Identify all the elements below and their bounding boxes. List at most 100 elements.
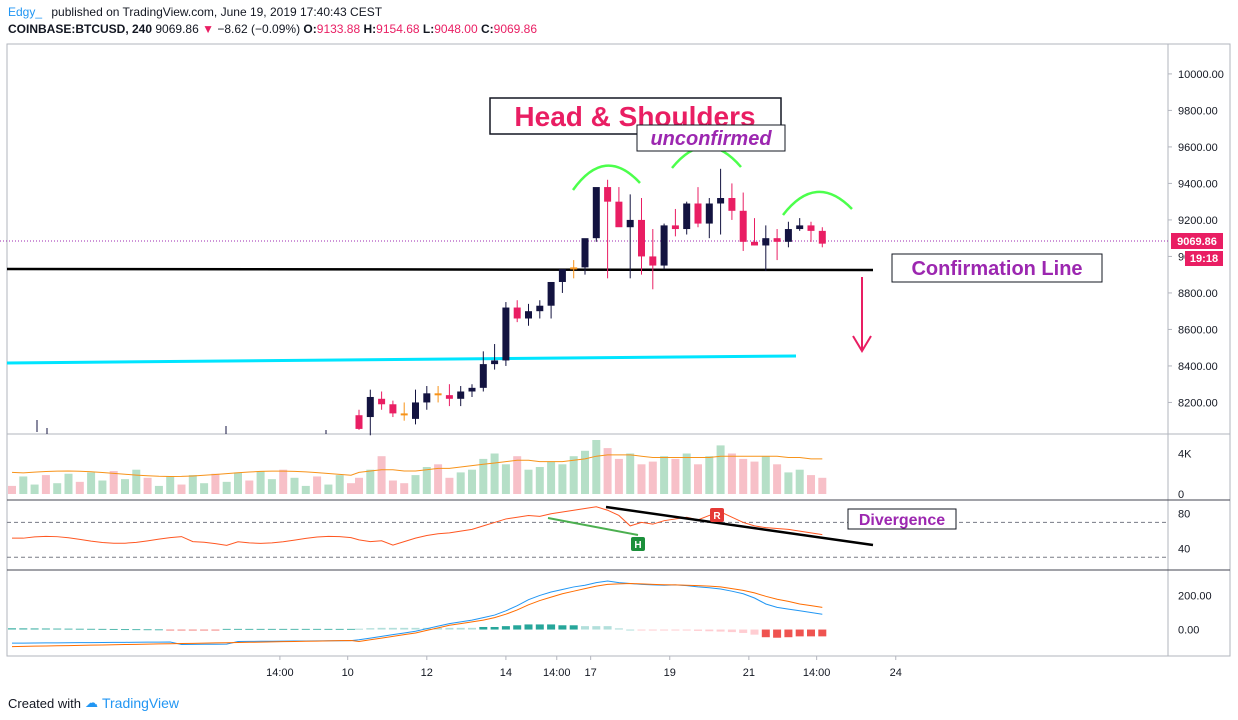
volume-bar xyxy=(648,461,657,494)
volume-bar xyxy=(301,485,310,494)
macd-hist-bar xyxy=(761,629,770,638)
volume-bar xyxy=(795,469,804,494)
macd-hist-bar xyxy=(19,628,28,630)
candle-body xyxy=(389,404,397,414)
subtitle-text: unconfirmed xyxy=(650,128,772,150)
candle-body xyxy=(378,398,386,405)
volume-bar xyxy=(637,464,646,494)
timer-tag-text: 19:18 xyxy=(1190,253,1218,265)
macd-hist-bar xyxy=(279,628,288,630)
confirmation-neckline[interactable] xyxy=(6,267,874,272)
macd-hist-bar xyxy=(234,628,242,630)
macd-hist-bar xyxy=(109,628,118,630)
macd-hist-bar xyxy=(535,624,544,630)
volume-bar xyxy=(222,481,231,494)
macd-pane: 200.00 0.00 xyxy=(8,580,1212,648)
volume-bar xyxy=(177,484,186,494)
candle-body xyxy=(457,391,465,399)
macd-signal-line xyxy=(11,583,823,648)
candle-body xyxy=(796,225,804,230)
rsi-hidden-div-line xyxy=(547,517,639,536)
title-box[interactable] xyxy=(489,97,782,135)
last-price-tag xyxy=(1171,233,1223,249)
macd-hist-bar xyxy=(490,626,499,630)
volume-bar xyxy=(121,479,129,494)
volume-bar xyxy=(211,473,220,494)
subtitle-box[interactable] xyxy=(636,124,786,152)
support-line[interactable] xyxy=(6,354,797,365)
volume-bar xyxy=(750,461,759,494)
volume-bar xyxy=(335,475,344,494)
macd-hist-bar xyxy=(290,628,299,630)
macd-hist-bar xyxy=(716,629,725,632)
macd-hist-bar xyxy=(501,626,510,630)
author-link[interactable]: Edgy_ xyxy=(8,5,43,19)
high-value: 9154.68 xyxy=(376,22,420,36)
volume-bar xyxy=(569,456,578,494)
price-tick-label: 9200.00 xyxy=(1178,215,1218,227)
macd-hist-bar xyxy=(8,628,16,630)
volume-bar xyxy=(245,480,254,494)
volume-bar xyxy=(400,483,409,494)
volume-bar xyxy=(716,445,725,494)
volume-pane: 4K 0 xyxy=(8,440,1192,501)
macd-hist-bar xyxy=(188,629,197,631)
macd-hist-bar xyxy=(569,625,578,630)
candle-body xyxy=(479,364,487,388)
confirmation-box[interactable] xyxy=(891,253,1103,283)
candle-body xyxy=(400,413,408,416)
divergence-box[interactable] xyxy=(847,508,957,530)
volume-bar xyxy=(377,456,386,494)
volume-bar xyxy=(807,475,815,494)
time-tick-label: 24 xyxy=(890,667,902,679)
volume-bar xyxy=(773,464,782,494)
volume-bar xyxy=(535,467,544,494)
macd-hist-bar xyxy=(98,628,107,630)
volume-bar xyxy=(468,469,476,494)
timer-tag xyxy=(1185,251,1223,266)
candle-body xyxy=(592,187,600,239)
candle-body xyxy=(683,203,691,230)
down-arrow-icon: ▼ xyxy=(202,22,214,36)
macd-hist-bar xyxy=(324,628,333,630)
macd-hist-bar xyxy=(784,629,793,638)
candles-group xyxy=(36,168,826,436)
price-tick-label: 9400.00 xyxy=(1178,178,1218,190)
candle-body xyxy=(445,395,453,399)
footer: Created with ☁ TradingView xyxy=(8,695,179,711)
macd-hist-bar xyxy=(177,629,186,631)
candle-body xyxy=(468,387,476,392)
volume-bar xyxy=(234,472,242,494)
low-value: 9048.00 xyxy=(434,22,478,36)
symbol-label: COINBASE:BTCUSD, 240 xyxy=(8,22,153,36)
candle-body xyxy=(671,225,679,230)
tradingview-brand[interactable]: TradingView xyxy=(101,695,180,711)
rsi-divergence-line[interactable] xyxy=(605,505,874,547)
candle-body xyxy=(558,269,566,282)
macd-hist-bar xyxy=(456,627,465,630)
price-tick-label: 8600.00 xyxy=(1178,324,1218,336)
volume-bar xyxy=(422,467,431,494)
volume-bar xyxy=(366,469,375,494)
candle-body xyxy=(412,402,419,419)
candle-body xyxy=(773,238,781,242)
volume-bar xyxy=(75,481,84,494)
volume-bar xyxy=(614,458,623,494)
macd-hist-bar xyxy=(513,625,522,630)
volume-bar xyxy=(355,477,363,494)
close-value: 9069.86 xyxy=(493,22,538,36)
rsi-r-marker xyxy=(710,508,724,522)
macd-tick-label: 200.00 xyxy=(1178,590,1212,602)
volume-bar xyxy=(603,448,612,494)
volume-bar xyxy=(30,484,39,494)
volume-bar xyxy=(41,475,50,494)
macd-hist-bar xyxy=(727,629,736,633)
last-price: 9069.86 xyxy=(155,22,199,36)
right-shoulder-arc xyxy=(782,190,853,216)
macd-hist-bar xyxy=(366,628,375,630)
volume-bar xyxy=(784,472,793,494)
time-tick-label: 17 xyxy=(585,667,597,679)
time-tick-label: 12 xyxy=(421,667,433,679)
volume-bar xyxy=(256,471,265,494)
